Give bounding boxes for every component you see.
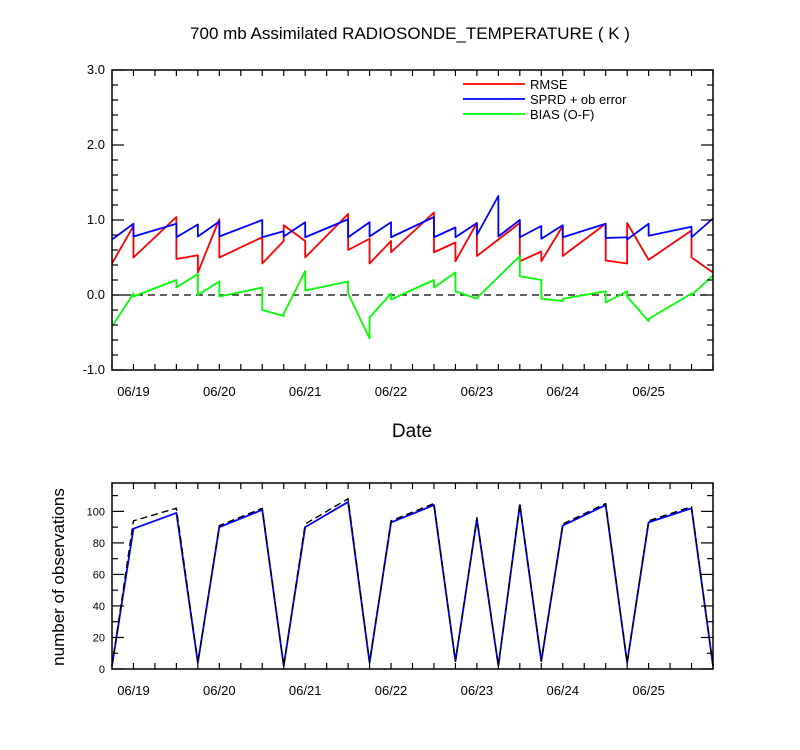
y-tick-label: 100 [87, 506, 105, 518]
x-tick-label: 06/21 [289, 683, 322, 698]
x-axis-label: Date [392, 421, 432, 442]
axes: 3.0 2.0 1.0 0.0 -1.0 06/19 06/20 06/21 06/22 06/2… [83, 62, 714, 399]
x-tick-label: 06/22 [375, 384, 408, 399]
y-tick-label: -1.0 [83, 362, 105, 377]
y-tick-label: 40 [93, 601, 105, 613]
series-line-2 [111, 255, 714, 340]
y-tick-label: 0 [99, 664, 105, 676]
x-tick-label: 06/20 [203, 384, 236, 399]
plot-frame [111, 69, 714, 371]
observations-chart: 100 80 60 40 20 0 06/19 06/20 06/21 06/22 06/23 06/… [49, 482, 714, 698]
x-tick-label: 06/22 [375, 683, 408, 698]
y-tick-label: 80 [93, 538, 105, 550]
y-tick-label: 20 [93, 632, 105, 644]
x-tick-label: 06/23 [461, 384, 494, 399]
y-tick-label: 1.0 [87, 212, 105, 227]
x-tick-label: 06/21 [289, 384, 322, 399]
x-tick-label: 06/24 [546, 384, 579, 399]
x-tick-label: 06/25 [632, 683, 665, 698]
legend-label-1: SPRD + ob error [530, 92, 627, 107]
series-line-0 [111, 501, 714, 667]
series-lines [111, 195, 714, 340]
y-tick-label: 2.0 [87, 137, 105, 152]
series-line-1 [111, 195, 714, 241]
x-tick-label: 06/19 [117, 384, 150, 399]
chart-title: 700 mb Assimilated RADIOSONDE_TEMPERATUR… [190, 24, 630, 43]
y-tick-label: 0.0 [87, 287, 105, 302]
axes: 100 80 60 40 20 0 06/19 06/20 06/21 06/22 06/23 06/… [87, 482, 714, 698]
y-axis-label: number of observations [49, 488, 68, 666]
legend-label-0: RMSE [530, 77, 568, 92]
rmse-bias-chart: 700 mb Assimilated RADIOSONDE_TEMPERATUR… [83, 24, 714, 442]
series-line-0 [111, 211, 714, 274]
x-tick-label: 06/24 [546, 683, 579, 698]
legend-label-2: BIAS (O-F) [530, 107, 594, 122]
series-lines [111, 498, 714, 667]
y-tick-label: 3.0 [87, 62, 105, 77]
x-tick-label: 06/25 [632, 384, 665, 399]
x-tick-label: 06/19 [117, 683, 150, 698]
series-line-1 [111, 498, 714, 667]
x-tick-label: 06/23 [461, 683, 494, 698]
x-tick-label: 06/20 [203, 683, 236, 698]
y-tick-label: 60 [93, 569, 105, 581]
